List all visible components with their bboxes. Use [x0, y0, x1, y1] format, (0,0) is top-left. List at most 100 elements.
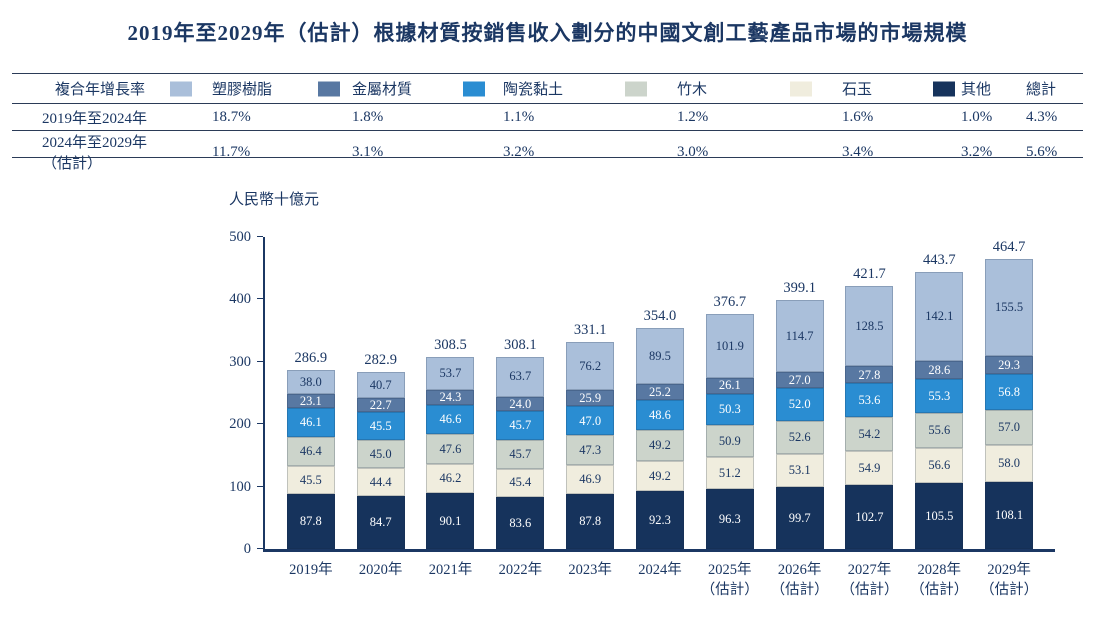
- bar-total-label: 464.7: [992, 239, 1026, 256]
- cagr-value: 3.4%: [842, 143, 874, 160]
- x-axis-label: 2020年: [358, 562, 403, 578]
- x-axis-label: 2023年: [568, 562, 612, 578]
- bar-2026年（估計）: 399.1 114.7 27.0 52.0 52.6 53.1 99.7 2026年 （估計）: [771, 280, 829, 598]
- bar-segment-竹木: 47.6: [426, 434, 475, 464]
- bar-segment-石玉: 46.9: [566, 464, 615, 495]
- legend-item-bamboo-wood: 竹木: [625, 74, 790, 103]
- y-axis-tick-label: 100: [229, 478, 251, 495]
- cagr-value: 3.2%: [503, 143, 535, 160]
- table-row-2024-2029: 2024年至2029年（估計） 11.7% 3.1% 3.2% 3.0% 3.4…: [12, 131, 1083, 172]
- legend-swatch-others: [933, 81, 955, 96]
- bar-segment-塑膠樹脂: 40.7: [356, 372, 405, 398]
- bar-segment-陶瓷黏土: 46.1: [286, 408, 335, 437]
- y-axis-tick-label: 400: [229, 291, 251, 308]
- plot-row: 0 100 200 300 400 500 286.9 38.0 23.1 46.1 46.4 45…: [217, 229, 1055, 598]
- bar-segment-金屬材質: 27.8: [845, 366, 894, 384]
- bar-total-label: 331.1: [573, 322, 607, 339]
- y-axis-tick-mark: [257, 298, 263, 300]
- y-axis-tick-label: 500: [229, 229, 251, 245]
- y-axis-unit-label: 人民幣十億元: [229, 192, 320, 208]
- legend-item-metal: 金屬材質: [318, 74, 463, 103]
- bar-2021年: 308.5 53.7 24.3 46.6 47.6 46.2 90.1 2021年: [426, 336, 475, 578]
- cagr-total-value: 4.3%: [1026, 108, 1058, 125]
- legend-item-ceramic-clay: 陶瓷黏土: [463, 74, 625, 103]
- y-axis-tick-label: 0: [243, 541, 251, 557]
- legend-swatch-ceramic-clay: [463, 81, 485, 96]
- bar-segment-石玉: 54.9: [845, 450, 894, 485]
- cagr-total-value: 5.6%: [1026, 143, 1058, 160]
- bar-segment-塑膠樹脂: 128.5: [845, 285, 894, 367]
- bar-total-label: 308.1: [504, 336, 537, 353]
- bar-segment-石玉: 45.5: [286, 465, 335, 495]
- bar-total-label: 308.5: [434, 336, 467, 353]
- bar-segment-石玉: 46.2: [426, 463, 475, 493]
- x-axis-label: 2021年: [428, 562, 473, 578]
- bar-segment-陶瓷黏土: 48.6: [635, 399, 684, 431]
- bar-segment-竹木: 49.2: [635, 430, 684, 461]
- bar-2028年（估計）: 443.7 142.1 28.6 55.3 55.6 56.6 105.5 2028年 （估計）: [910, 252, 968, 597]
- legend-item-stone-jade: 石玉: [790, 74, 933, 103]
- y-axis-tick-label: 300: [229, 353, 251, 370]
- bar-segment-塑膠樹脂: 142.1: [915, 272, 964, 361]
- legend-label-metal: 金屬材質: [352, 82, 413, 98]
- bar-total-label: 399.1: [783, 280, 816, 297]
- legend-swatch-stone-jade: [790, 81, 812, 96]
- x-axis-label: 2029年 （估計）: [980, 562, 1039, 598]
- bar-segment-陶瓷黏土: 46.6: [426, 405, 475, 435]
- bar-total-label: 376.7: [713, 294, 747, 310]
- bar-segment-陶瓷黏土: 50.3: [705, 393, 754, 426]
- bar-segment-其他: 92.3: [635, 491, 684, 549]
- bar-segment-塑膠樹脂: 114.7: [775, 300, 824, 372]
- bar-segment-石玉: 49.2: [635, 460, 684, 492]
- bar-segment-塑膠樹脂: 155.5: [985, 259, 1034, 357]
- bar-segment-金屬材質: 27.0: [775, 371, 824, 389]
- bar-segment-陶瓷黏土: 52.0: [775, 388, 824, 421]
- bar-segment-陶瓷黏土: 47.0: [566, 406, 615, 436]
- cagr-header-label: 複合年增長率: [55, 82, 146, 98]
- cagr-value: 1.6%: [842, 108, 874, 125]
- legend-label-ceramic-clay: 陶瓷黏土: [503, 82, 564, 98]
- x-axis-label: 2022年: [498, 562, 543, 578]
- figure-page: 2019年至2029年（估計）根據材質按銷售收入劃分的中國文創工藝產品市場的市場…: [12, 21, 1083, 598]
- bar-segment-陶瓷黏土: 45.7: [496, 411, 545, 440]
- bar-segment-塑膠樹脂: 53.7: [426, 356, 475, 391]
- bar-2023年: 331.1 76.2 25.9 47.0 47.3 46.9 87.8 2023年: [566, 322, 615, 578]
- bar-segment-其他: 87.8: [566, 494, 615, 549]
- x-axis-label: 2026年 （估計）: [770, 562, 829, 598]
- legend-swatch-metal: [318, 81, 340, 96]
- legend-swatch-plastic-resin: [170, 81, 192, 96]
- bar-segment-石玉: 53.1: [775, 453, 824, 487]
- bar-2025年（估計）: 376.7 101.9 26.1 50.3 50.9 51.2 96.3 2025年 （估計）: [701, 294, 759, 598]
- bar-segment-金屬材質: 28.6: [915, 360, 964, 379]
- bar-segment-陶瓷黏土: 45.5: [356, 411, 405, 441]
- period-label: 2019年至2024年: [42, 110, 148, 127]
- bar-segment-竹木: 55.6: [915, 413, 964, 448]
- bar-segment-石玉: 58.0: [985, 445, 1034, 482]
- table-row-2019-2024: 2019年至2024年 18.7% 1.8% 1.1% 1.2% 1.6% 1.…: [12, 104, 1083, 131]
- bar-2024年: 354.0 89.5 25.2 48.6 49.2 49.2 92.3 2024年: [635, 308, 684, 578]
- bar-segment-竹木: 45.0: [356, 440, 405, 469]
- bar-2027年（估計）: 421.7 128.5 27.8 53.6 54.2 54.9 102.7 2027年 （估計）: [840, 266, 898, 598]
- bar-segment-其他: 105.5: [915, 483, 964, 549]
- chart-title: 2019年至2029年（估計）根據材質按銷售收入劃分的中國文創工藝產品市場的市場…: [127, 21, 968, 45]
- y-axis: 0 100 200 300 400 500: [217, 229, 263, 557]
- bar-segment-塑膠樹脂: 101.9: [705, 314, 754, 378]
- bar-2020年: 282.9 40.7 22.7 45.5 45.0 44.4 84.7 2020年: [356, 352, 405, 578]
- bar-segment-其他: 99.7: [775, 486, 824, 549]
- bar-segment-石玉: 44.4: [356, 468, 405, 497]
- cagr-value: 1.0%: [961, 108, 993, 125]
- y-axis-tick-mark: [257, 485, 263, 487]
- bar-segment-其他: 102.7: [845, 484, 894, 549]
- bar-segment-金屬材質: 25.9: [566, 390, 615, 407]
- cagr-value: 3.2%: [961, 143, 993, 160]
- bar-total-label: 286.9: [294, 350, 328, 366]
- legend-label-others: 其他: [961, 82, 992, 98]
- y-axis-tick-mark: [257, 423, 263, 425]
- bar-segment-金屬材質: 29.3: [985, 356, 1034, 375]
- bar-segment-塑膠樹脂: 89.5: [635, 328, 684, 384]
- stacked-bar-chart: 人民幣十億元 0 100 200 300 400 500 286.9 38.0 23.1 46.…: [217, 188, 1055, 598]
- legend-label-bamboo-wood: 竹木: [677, 82, 708, 98]
- cagr-value: 1.2%: [677, 108, 709, 125]
- cagr-value: 11.7%: [212, 143, 251, 160]
- bar-segment-其他: 83.6: [496, 496, 545, 549]
